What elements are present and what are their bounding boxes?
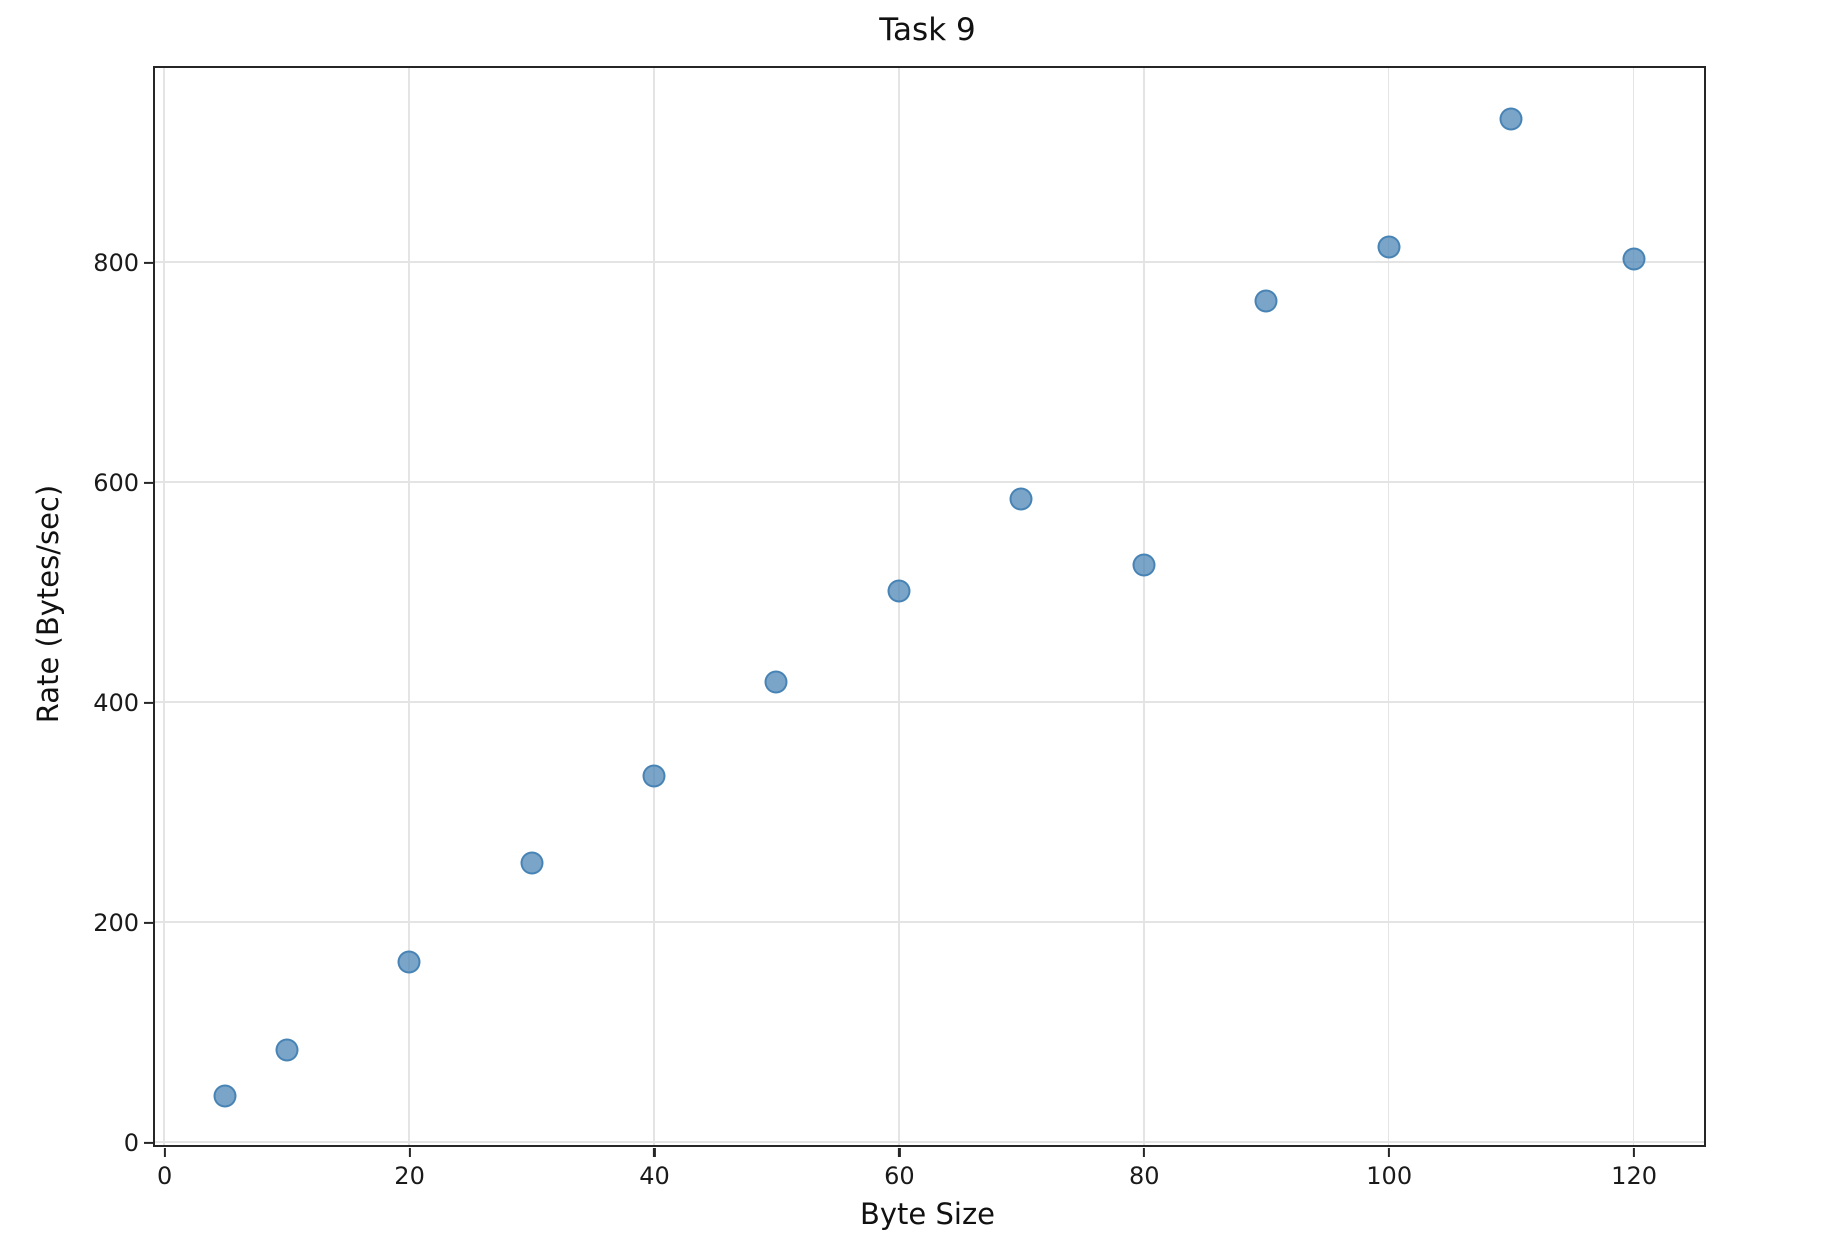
- x-tick-label: 100: [1366, 1162, 1413, 1190]
- scatter-point: [1622, 247, 1646, 271]
- x-tick-label: 80: [1129, 1162, 1160, 1190]
- scatter-point: [520, 851, 544, 875]
- y-tick-mark: [144, 261, 153, 264]
- y-tick-label: 400: [93, 688, 139, 717]
- scatter-point: [764, 670, 788, 694]
- x-gridline: [898, 68, 900, 1145]
- x-gridline: [1387, 68, 1390, 1145]
- y-tick-mark: [144, 481, 153, 484]
- y-tick-label: 600: [93, 468, 139, 497]
- scatter-point: [275, 1038, 299, 1062]
- x-tick-label: 60: [884, 1162, 915, 1190]
- plot-area: [153, 66, 1706, 1147]
- scatter-point: [1499, 107, 1523, 131]
- y-tick-mark: [144, 921, 153, 924]
- scatter-point: [642, 764, 666, 788]
- x-tick-mark: [653, 1148, 656, 1157]
- scatter-point: [1009, 487, 1033, 511]
- y-gridline: [155, 261, 1704, 263]
- x-gridline: [163, 68, 165, 1145]
- x-gridline: [653, 68, 655, 1145]
- y-tick-mark: [144, 701, 153, 704]
- x-tick-label: 0: [157, 1162, 173, 1190]
- y-tick-label: 800: [93, 248, 139, 277]
- x-axis-label: Byte Size: [859, 1197, 996, 1231]
- scatter-point: [887, 579, 911, 603]
- scatter-point: [1132, 553, 1156, 577]
- scatter-point: [1254, 289, 1278, 313]
- y-gridline: [155, 481, 1704, 483]
- y-tick-label: 0: [123, 1128, 139, 1157]
- x-tick-label: 20: [394, 1162, 425, 1190]
- x-gridline: [408, 68, 410, 1145]
- x-tick-mark: [408, 1148, 411, 1157]
- y-gridline: [155, 1141, 1704, 1143]
- scatter-point: [1377, 235, 1401, 259]
- scatter-point: [397, 950, 421, 974]
- x-tick-mark: [898, 1148, 901, 1157]
- y-tick-mark: [144, 1141, 153, 1144]
- x-gridline: [1632, 68, 1635, 1145]
- y-tick-label: 200: [93, 908, 139, 937]
- x-tick-mark: [1632, 1148, 1636, 1157]
- x-tick-label: 40: [639, 1162, 670, 1190]
- y-axis-label: Rate (Bytes/sec): [31, 484, 65, 724]
- x-gridline: [1142, 68, 1145, 1145]
- x-tick-label: 120: [1611, 1162, 1657, 1190]
- x-tick-mark: [1388, 1148, 1391, 1157]
- scatter-point: [213, 1084, 237, 1108]
- x-tick-mark: [163, 1148, 166, 1157]
- y-gridline: [155, 921, 1704, 923]
- x-tick-mark: [1143, 1148, 1146, 1157]
- chart-title: Task 9: [879, 12, 976, 48]
- y-gridline: [155, 701, 1704, 703]
